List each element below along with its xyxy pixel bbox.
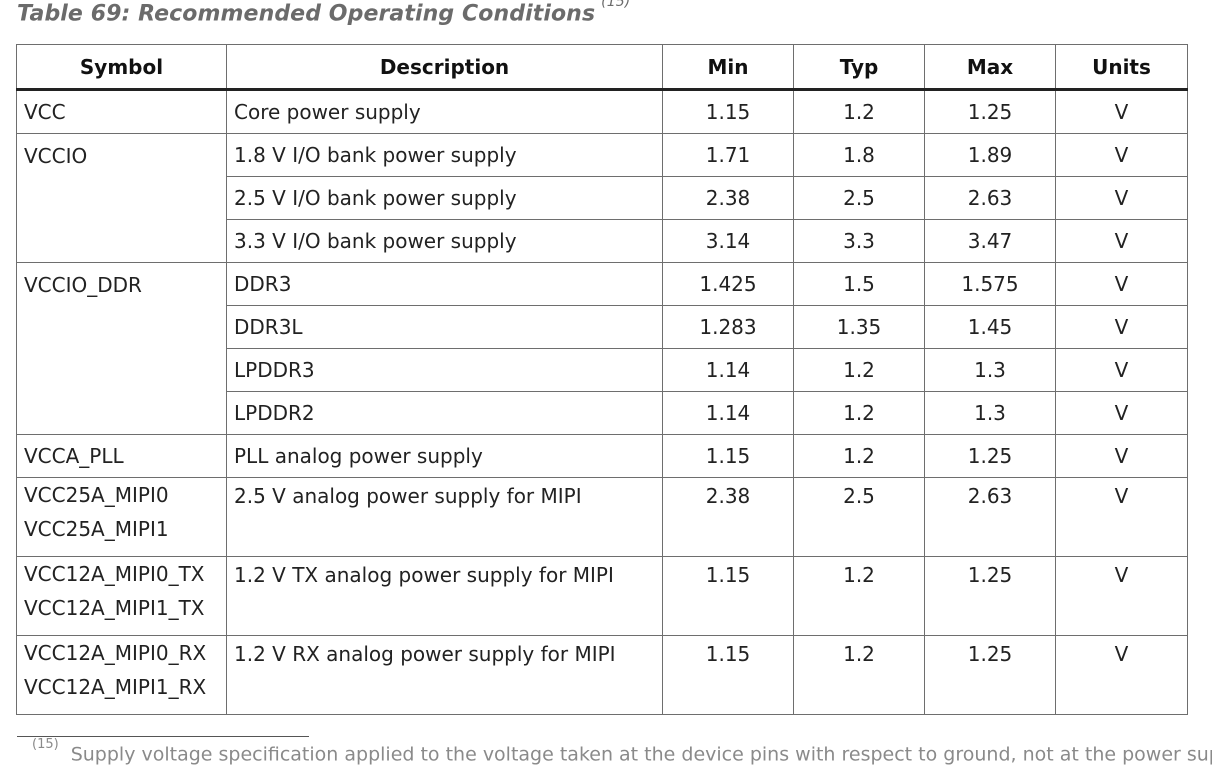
description-cell: 1.2 V TX analog power supply for MIPI [226, 556, 663, 636]
table-row: VCC25A_MIPI0 VCC25A_MIPI1 2.5 V analog po… [16, 477, 1188, 557]
units-cell: V [1055, 477, 1188, 557]
min-cell: 3.14 [662, 219, 794, 263]
footnote-divider [17, 736, 309, 737]
typ-cell: 1.5 [793, 262, 925, 306]
header-typ: Typ [793, 44, 925, 91]
typ-cell: 1.35 [793, 305, 925, 349]
header-units: Units [1055, 44, 1188, 91]
max-cell: 1.45 [924, 305, 1056, 349]
table-row: LPDDR3 1.14 1.2 1.3 V [17, 348, 1188, 392]
header-symbol: Symbol [16, 44, 227, 91]
units-cell: V [1055, 305, 1188, 349]
typ-cell: 1.2 [793, 434, 925, 478]
footnote-number: (15) [32, 737, 59, 752]
max-cell: 1.89 [924, 133, 1056, 177]
min-cell: 1.425 [662, 262, 794, 306]
max-cell: 1.3 [924, 348, 1056, 392]
table-row: VCC12A_MIPI0_TX VCC12A_MIPI1_TX 1.2 V TX … [16, 556, 1188, 636]
description-cell: 2.5 V analog power supply for MIPI [226, 477, 663, 557]
units-cell: V [1055, 89, 1188, 134]
footnote-text: Supply voltage specification applied to … [70, 743, 1212, 766]
typ-cell: 1.2 [793, 348, 925, 392]
symbol-cell: VCC12A_MIPI0_TX VCC12A_MIPI1_TX [16, 556, 227, 636]
typ-cell: 1.2 [793, 89, 925, 134]
header-max: Max [924, 44, 1056, 91]
max-cell: 1.3 [924, 391, 1056, 435]
symbol-line: VCC12A_MIPI1_TX [24, 596, 205, 620]
footnote-reference: (15) [601, 0, 631, 10]
symbol-cell: VCC25A_MIPI0 VCC25A_MIPI1 [16, 477, 227, 557]
units-cell: V [1055, 434, 1188, 478]
table-row: VCCA_PLL PLL analog power supply 1.15 1.… [16, 434, 1188, 478]
units-cell: V [1055, 635, 1188, 715]
typ-cell: 1.2 [793, 391, 925, 435]
symbol-line: VCC25A_MIPI1 [24, 517, 169, 541]
description-cell: 3.3 V I/O bank power supply [226, 219, 663, 263]
table-row: VCC12A_MIPI0_RX VCC12A_MIPI1_RX 1.2 V RX … [16, 635, 1188, 715]
max-cell: 2.63 [924, 176, 1056, 220]
table-row: VCCIO_DDR DDR3 1.425 1.5 1.575 V [16, 262, 1188, 435]
header-min: Min [662, 44, 794, 91]
table-row: VCCIO 1.8 V I/O bank power supply 1.71 1… [16, 133, 1188, 263]
table-row: DDR3L 1.283 1.35 1.45 V [17, 305, 1188, 349]
typ-cell: 3.3 [793, 219, 925, 263]
min-cell: 1.15 [662, 89, 794, 134]
description-cell: LPDDR2 [226, 391, 663, 435]
units-cell: V [1055, 133, 1188, 177]
symbol-cell: VCCIO [16, 133, 227, 263]
header-description: Description [226, 44, 663, 91]
symbol-line: VCC12A_MIPI0_TX [24, 562, 205, 586]
description-cell: 1.2 V RX analog power supply for MIPI [226, 635, 663, 715]
typ-cell: 1.8 [793, 133, 925, 177]
max-cell: 1.25 [924, 89, 1056, 134]
units-cell: V [1055, 348, 1188, 392]
description-cell: 2.5 V I/O bank power supply [226, 176, 663, 220]
min-cell: 1.283 [662, 305, 794, 349]
symbol-line: VCC25A_MIPI0 [24, 483, 169, 507]
description-cell: DDR3 [226, 262, 663, 306]
symbol-line: VCC12A_MIPI1_RX [24, 675, 207, 699]
symbol-line: VCC12A_MIPI0_RX [24, 641, 207, 665]
symbol-cell: VCC [16, 89, 227, 134]
description-cell: PLL analog power supply [226, 434, 663, 478]
units-cell: V [1055, 219, 1188, 263]
operating-conditions-table: Symbol Description Min Typ Max Units VCC… [16, 44, 1188, 715]
table-title: Table 69: Recommended Operating Conditio… [17, 1, 596, 27]
table-row: 3.3 V I/O bank power supply 3.14 3.3 3.4… [17, 219, 1188, 263]
typ-cell: 2.5 [793, 477, 925, 557]
description-cell: LPDDR3 [226, 348, 663, 392]
description-cell: 1.8 V I/O bank power supply [226, 133, 663, 177]
typ-cell: 1.2 [793, 635, 925, 715]
table-header-row: Symbol Description Min Typ Max Units [16, 44, 1188, 91]
symbol-cell: VCC12A_MIPI0_RX VCC12A_MIPI1_RX [16, 635, 227, 715]
max-cell: 1.25 [924, 635, 1056, 715]
typ-cell: 2.5 [793, 176, 925, 220]
description-cell: Core power supply [226, 89, 663, 134]
max-cell: 1.25 [924, 556, 1056, 636]
units-cell: V [1055, 262, 1188, 306]
min-cell: 1.14 [662, 348, 794, 392]
min-cell: 2.38 [662, 176, 794, 220]
min-cell: 1.71 [662, 133, 794, 177]
table-caption: Table 69: Recommended Operating Conditio… [17, 0, 630, 26]
units-cell: V [1055, 176, 1188, 220]
typ-cell: 1.2 [793, 556, 925, 636]
symbol-cell: VCCA_PLL [16, 434, 227, 478]
symbol-cell: VCCIO_DDR [16, 262, 227, 435]
max-cell: 1.25 [924, 434, 1056, 478]
footnote: (15) Supply voltage specification applied… [32, 737, 1212, 766]
max-cell: 3.47 [924, 219, 1056, 263]
max-cell: 1.575 [924, 262, 1056, 306]
min-cell: 2.38 [662, 477, 794, 557]
min-cell: 1.14 [662, 391, 794, 435]
description-cell: DDR3L [226, 305, 663, 349]
min-cell: 1.15 [662, 556, 794, 636]
max-cell: 2.63 [924, 477, 1056, 557]
min-cell: 1.15 [662, 635, 794, 715]
min-cell: 1.15 [662, 434, 794, 478]
units-cell: V [1055, 391, 1188, 435]
table-row: VCC Core power supply 1.15 1.2 1.25 V [16, 89, 1188, 134]
units-cell: V [1055, 556, 1188, 636]
